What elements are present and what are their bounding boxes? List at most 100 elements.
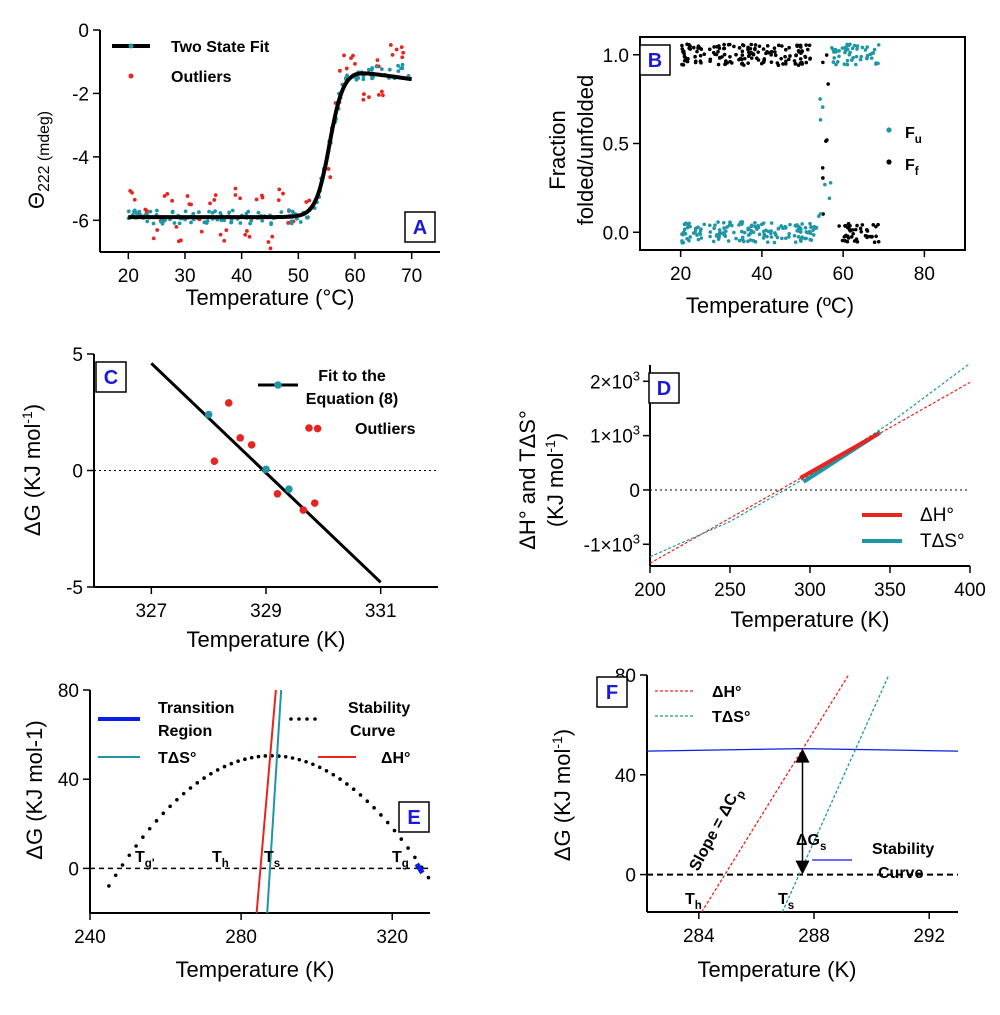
panel-a-outlier-point xyxy=(213,193,218,198)
panel-e-stability-point xyxy=(147,826,152,831)
panel-a-data-point xyxy=(189,220,193,225)
panel-b-fu-point xyxy=(722,226,726,230)
panel-b-fu-point xyxy=(811,233,816,237)
panel-c-outlier-point xyxy=(310,499,319,507)
panel-a-data-point xyxy=(260,218,265,223)
panel-b-ff-point xyxy=(794,53,798,57)
panel-b-fu-point xyxy=(855,47,859,51)
panel-e-stability-point xyxy=(256,754,261,759)
panel-b-fu-point xyxy=(702,222,707,227)
panel-a-outlier-point xyxy=(326,167,331,171)
panel-e-stability-point xyxy=(358,793,363,797)
panel-a-legend-fit-dot xyxy=(128,43,134,49)
panel-a-outlier-point xyxy=(144,209,149,213)
panel-a-data-point xyxy=(374,64,379,69)
panel-b-ff-point xyxy=(698,59,703,64)
panel-e-annot-tg-prime: Tg' xyxy=(135,849,155,870)
panel-f-ylabel: ΔG (KJ mol-1) xyxy=(549,729,575,861)
panel-b-ff-point xyxy=(772,46,777,50)
panel-b-ff-point xyxy=(792,59,797,63)
panel-b-x-tick-label: 40 xyxy=(751,264,772,285)
panel-b-fu-point xyxy=(742,239,746,244)
panel-b-fu-point xyxy=(845,62,850,67)
panel-b-fu-point xyxy=(874,61,878,65)
panel-b-fu-point xyxy=(742,230,747,235)
panel-b-fu-point xyxy=(725,225,729,229)
panel-e-stability-point xyxy=(249,755,254,760)
panel-b-ff-point xyxy=(807,43,812,48)
panel-a-outlier-point xyxy=(375,58,380,63)
panel-e-y-tick-label: 0 xyxy=(68,859,79,880)
panel-b-fu-point xyxy=(682,227,687,232)
panel-e-stability-point xyxy=(372,806,376,810)
panel-b-fu-point xyxy=(775,235,780,240)
panel-e-legend-stability-1: Stability xyxy=(348,700,410,717)
panel-b-transition-point xyxy=(824,139,828,143)
panel-b-ff-point xyxy=(871,223,876,227)
panel-b-ff-point xyxy=(804,60,809,65)
panel-a-data-point xyxy=(183,209,188,214)
panel-a-y-tick-label: 0 xyxy=(78,21,89,42)
panel-a-outlier-point xyxy=(212,198,217,202)
panel-b-ff-point xyxy=(748,46,753,51)
panel-a-outlier-point xyxy=(170,198,175,203)
panel-a-data-point xyxy=(298,220,303,224)
panel-a-data-point xyxy=(219,218,224,223)
panel-a-data-point xyxy=(396,69,401,74)
panel-b-ff-point xyxy=(773,50,777,54)
panel-b-fu-point xyxy=(807,229,812,234)
panel-e-x-tick-label: 240 xyxy=(74,927,106,948)
panel-a-outlier-point xyxy=(270,234,275,239)
panel-b-ff-point xyxy=(872,240,877,245)
panel-f-xlabel: Temperature (K) xyxy=(698,957,857,982)
panel-a-data-point xyxy=(289,221,294,226)
panel-b-ff-point xyxy=(698,46,702,50)
panel-b-transition-point xyxy=(818,97,822,101)
panel-a-outlier-point xyxy=(390,52,395,57)
panel-f-annot-ts: Ts xyxy=(778,891,794,912)
panel-a-outlier-point xyxy=(187,202,192,207)
panel-c-outlier-point xyxy=(313,424,322,433)
panel-d-xlabel: Temperature (K) xyxy=(731,607,890,632)
panel-b-ff-point xyxy=(800,62,804,66)
panel-b-ff-point xyxy=(793,62,798,66)
panel-a-data-point xyxy=(213,209,218,214)
panel-b-ff-point xyxy=(808,56,812,61)
panel-a-outlier-point xyxy=(247,234,252,239)
panel-b-fu-point xyxy=(854,54,859,59)
panel-b-fu-point xyxy=(714,234,719,238)
panel-a-data-point xyxy=(155,208,159,213)
panel-b-ff-point xyxy=(691,45,696,50)
panel-a-outlier-point xyxy=(254,197,259,202)
panel-a-data-point xyxy=(238,221,243,225)
panel-a-y-tick-label: -6 xyxy=(72,211,89,232)
panel-b-fu-point xyxy=(716,220,720,224)
panel-b-fu-point xyxy=(769,221,774,225)
panel-b-ff-point xyxy=(776,63,781,67)
panel-b-fu-point xyxy=(809,224,814,229)
panel-d-legend-tds-label: TΔS° xyxy=(920,531,965,552)
panel-a-data-point xyxy=(354,77,359,82)
panel-e-stability-point xyxy=(168,804,172,809)
panel-b-fu-point xyxy=(749,228,754,233)
panel-a-data-point xyxy=(370,76,374,81)
panel-a-outlier-point xyxy=(281,191,285,196)
panel-b-ff-point xyxy=(784,59,788,64)
panel-e-legend-stability-dot xyxy=(297,717,301,721)
panel-b-fu-point xyxy=(852,43,857,48)
panel-c-outlier-point xyxy=(299,506,308,514)
panel-a-outlier-point xyxy=(307,198,312,203)
panel-b-ff-point xyxy=(755,56,759,61)
panel-a-data-point xyxy=(396,63,401,68)
panel-b-fu-point xyxy=(753,224,757,229)
panel-e-stability-point xyxy=(331,772,336,777)
panel-a-data-point xyxy=(269,221,274,225)
panel-b-fu-point xyxy=(787,231,791,236)
panel-a-outlier-point xyxy=(266,240,271,244)
panel-e-stability-point xyxy=(154,819,159,823)
panel-b-fu-point xyxy=(717,228,722,232)
panel-d-y-tick-label: 1×103 xyxy=(590,423,640,448)
panel-b-ff-point xyxy=(773,53,778,57)
panel-a-data-point xyxy=(126,209,131,214)
panel-a-outlier-point xyxy=(376,92,381,97)
